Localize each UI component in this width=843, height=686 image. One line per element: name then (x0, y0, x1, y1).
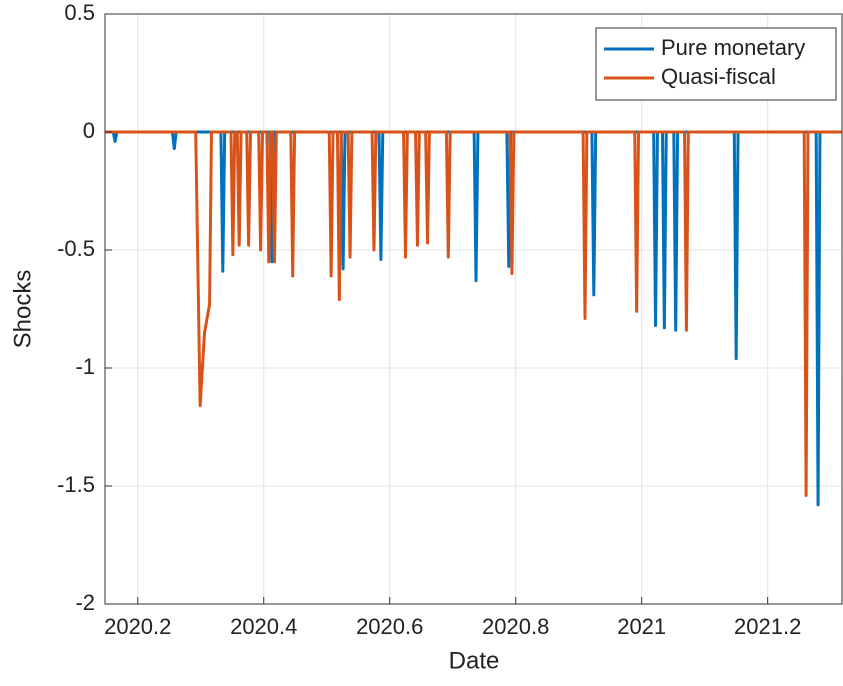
series-line (105, 130, 842, 497)
legend-label: Pure monetary (661, 35, 805, 60)
x-tick-label: 2020.8 (482, 614, 549, 639)
x-tick-label: 2021.2 (734, 614, 801, 639)
plot-area (105, 14, 842, 604)
axes-box (104, 13, 843, 605)
x-tick-label: 2020.4 (230, 614, 297, 639)
lines (105, 130, 842, 507)
x-tick-label: 2021 (617, 614, 666, 639)
x-tick-label: 2020.6 (356, 614, 423, 639)
x-axis-label: Date (449, 647, 500, 674)
y-tick-label: -2 (75, 590, 95, 615)
y-tick-label: 0 (83, 118, 95, 143)
y-tick-label: -1.5 (57, 472, 95, 497)
y-axis-label: Shocks (9, 270, 36, 349)
legend: Pure monetary Quasi-fiscal (595, 27, 837, 101)
x-tick-label: 2020.2 (104, 614, 171, 639)
y-tick-label: -0.5 (57, 236, 95, 261)
y-tick-label: -1 (75, 354, 95, 379)
y-tick-label: 0.5 (64, 0, 95, 25)
legend-box (595, 27, 837, 101)
legend-label: Quasi-fiscal (661, 64, 776, 89)
